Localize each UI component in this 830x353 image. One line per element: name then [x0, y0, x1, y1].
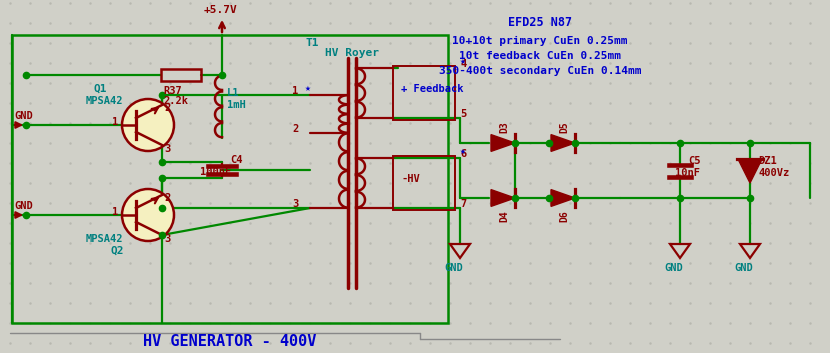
Text: -HV: -HV: [401, 174, 420, 184]
Text: Q1: Q1: [93, 84, 106, 94]
Text: 10nF: 10nF: [675, 168, 700, 178]
Text: 4: 4: [460, 59, 466, 69]
Text: D6: D6: [559, 210, 569, 222]
Text: MPSA42: MPSA42: [86, 96, 124, 106]
Circle shape: [122, 189, 174, 241]
Text: Q2: Q2: [110, 246, 124, 256]
Text: D4: D4: [499, 210, 509, 222]
Bar: [393, 66, 455, 120]
Text: 10t feedback CuEn 0.25mm: 10t feedback CuEn 0.25mm: [459, 51, 621, 61]
Text: C5: C5: [688, 156, 701, 166]
Text: 2: 2: [164, 193, 170, 203]
Text: 400Vz: 400Vz: [758, 168, 789, 178]
Text: 3: 3: [164, 234, 170, 244]
Text: MPSA42: MPSA42: [86, 234, 124, 244]
Text: GND: GND: [664, 263, 683, 273]
Circle shape: [122, 99, 174, 151]
Text: +5.7V: +5.7V: [204, 5, 237, 15]
Text: 350-400t secondary CuEn 0.14mm: 350-400t secondary CuEn 0.14mm: [439, 66, 642, 76]
Text: HV Royer: HV Royer: [325, 48, 379, 58]
Text: HV GENERATOR - 400V: HV GENERATOR - 400V: [144, 334, 317, 348]
Text: 1: 1: [112, 117, 118, 127]
Bar: [161, 69, 201, 81]
Bar: [12, 35, 448, 323]
Text: 7: 7: [460, 199, 466, 209]
Text: L1: L1: [227, 88, 240, 98]
Polygon shape: [738, 159, 762, 183]
Text: D3: D3: [499, 121, 509, 133]
Polygon shape: [491, 190, 515, 207]
Text: ★: ★: [305, 83, 311, 93]
Text: D5: D5: [559, 121, 569, 133]
Text: 3: 3: [292, 199, 298, 209]
Text: DZ1: DZ1: [758, 156, 777, 166]
Text: EFD25 N87: EFD25 N87: [508, 17, 572, 30]
Bar: [393, 156, 455, 210]
Text: 2.2k: 2.2k: [163, 96, 188, 106]
Text: GND: GND: [14, 111, 32, 121]
Text: 1: 1: [112, 207, 118, 217]
Text: 2: 2: [164, 103, 170, 113]
Text: 2: 2: [292, 124, 298, 134]
Text: GND: GND: [14, 201, 32, 211]
Text: 1mH: 1mH: [227, 100, 246, 110]
Text: 10+10t primary CuEn 0.25mm: 10+10t primary CuEn 0.25mm: [452, 36, 627, 46]
Polygon shape: [551, 190, 575, 207]
Polygon shape: [551, 134, 575, 151]
Text: 6: 6: [460, 149, 466, 159]
Text: 100nF: 100nF: [200, 167, 232, 177]
Text: GND: GND: [444, 263, 463, 273]
Text: 1: 1: [292, 86, 298, 96]
Text: C4: C4: [230, 155, 242, 165]
Text: GND: GND: [734, 263, 753, 273]
Text: 3: 3: [164, 144, 170, 154]
Text: R37: R37: [163, 86, 182, 96]
Text: T1: T1: [305, 38, 319, 48]
Polygon shape: [491, 134, 515, 151]
Text: + Feedback: + Feedback: [401, 84, 463, 94]
Text: ★: ★: [460, 56, 466, 66]
Text: 5: 5: [460, 109, 466, 119]
Text: ★: ★: [460, 146, 466, 156]
